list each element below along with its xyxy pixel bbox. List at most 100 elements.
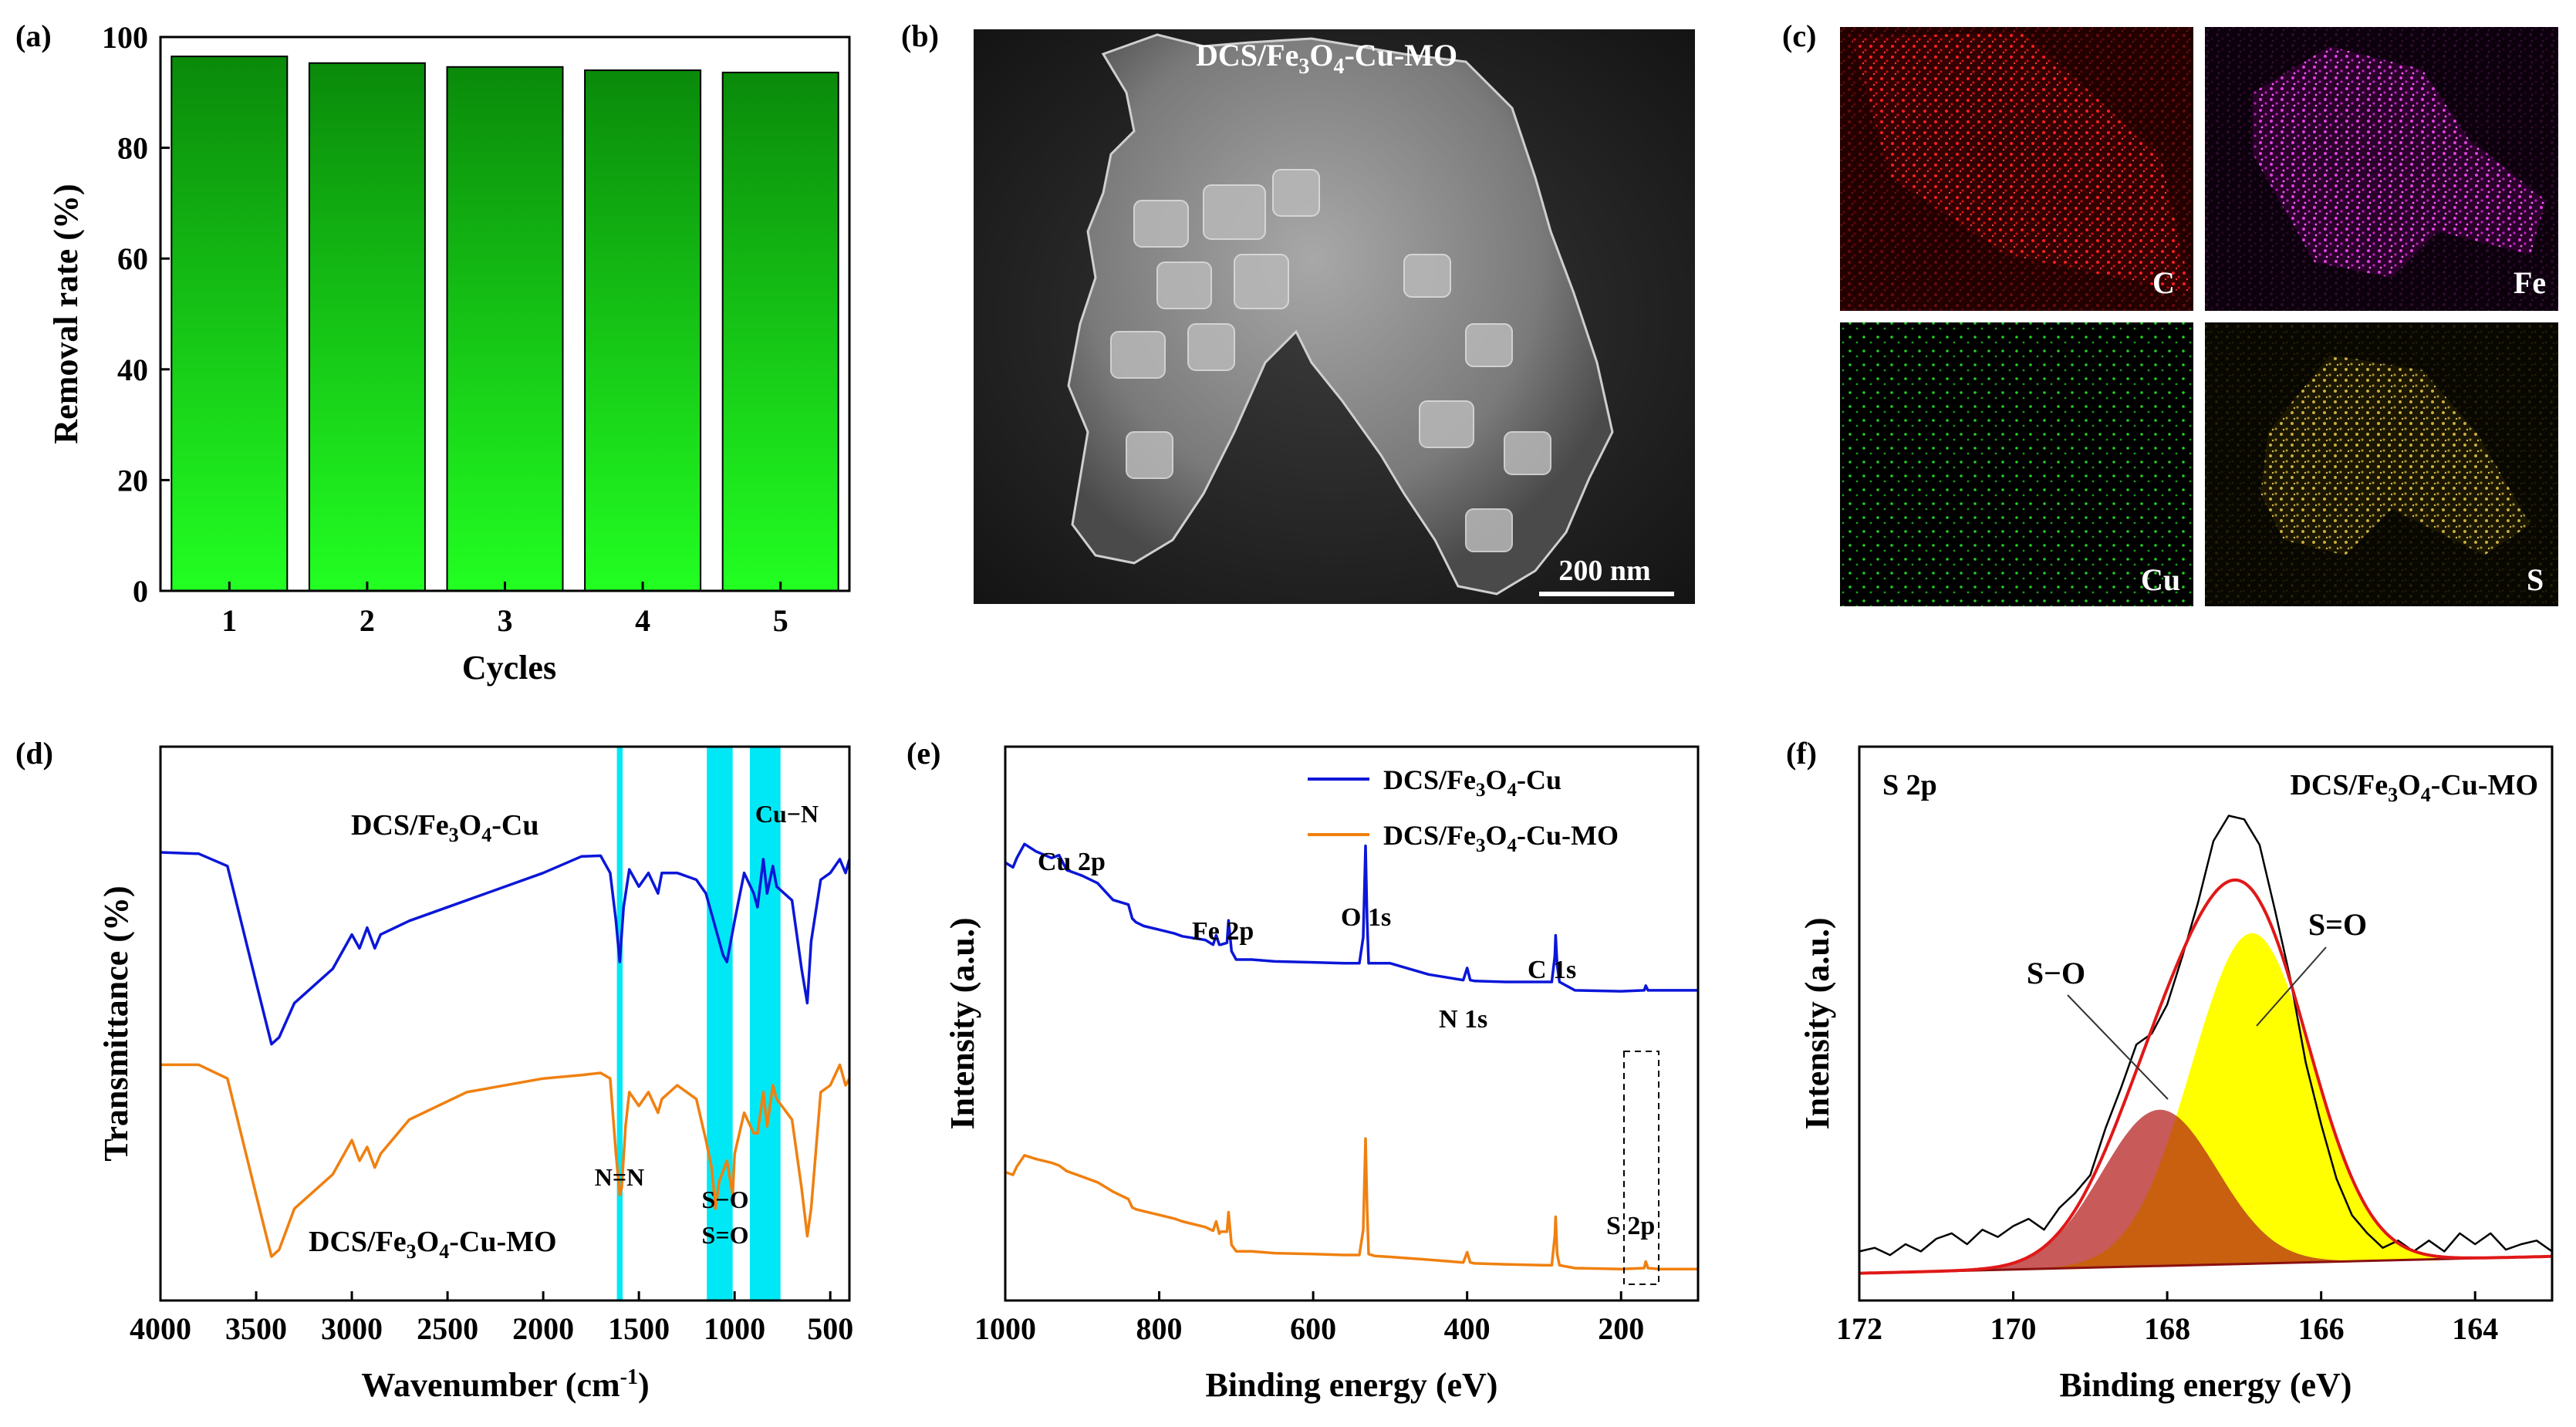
d-xtick-label: 1000	[704, 1311, 765, 1346]
a-bar-3	[446, 66, 564, 592]
f-xtick-label: 168	[2144, 1311, 2190, 1346]
e-annot-s2p: S 2p	[1606, 1212, 1655, 1240]
e-legend-text-cu-mo: DCS/Fe3O4-Cu-MO	[1383, 820, 1619, 856]
e-legend-text-cu: DCS/Fe3O4-Cu	[1383, 764, 1561, 801]
a-xtick-label: 5	[773, 603, 788, 638]
map-tile-s: S	[2205, 322, 2558, 606]
e-axes-frame	[1004, 745, 1700, 1302]
panel-label-f: (f)	[1786, 736, 1817, 771]
f-y-axis-label: Intensity (a.u.)	[1798, 917, 1836, 1129]
f-peak-pointer-so	[2067, 994, 2169, 1100]
sem-scale-text: 200 nm	[1558, 555, 1650, 587]
e-xtick-label: 1000	[974, 1311, 1036, 1346]
e-xtick-label: 200	[1598, 1311, 1644, 1346]
sem-crystallites	[1110, 169, 1551, 552]
f-raw-line	[1859, 815, 2553, 1257]
e-x-ticks: 1000 800 600 400 200	[974, 1291, 1644, 1346]
a-bar-2	[308, 62, 426, 592]
a-xtick-label: 4	[635, 603, 650, 638]
d-series-label-cu: DCS/Fe3O4-Cu	[351, 809, 538, 846]
a-ytick-label: 80	[117, 131, 148, 166]
f-x-axis-label: Binding energy (eV)	[2060, 1366, 2352, 1404]
panel-label-b: (b)	[901, 19, 939, 53]
f-title: S 2p	[1882, 769, 1937, 801]
d-annot-s-dbl-o: S=O	[702, 1221, 749, 1249]
d-xtick-label: 500	[807, 1311, 853, 1346]
a-bar-5	[721, 71, 839, 592]
a-ytick-label: 0	[133, 574, 148, 609]
f-x-ticks: 172 170 168 166 164	[1836, 1291, 2498, 1346]
a-xtick-label: 3	[498, 603, 513, 638]
e-line-cu-mo	[1004, 1137, 1698, 1270]
e-y-axis-label: Intensity (a.u.)	[944, 917, 981, 1129]
sem-particle-cluster	[1067, 33, 1614, 595]
chart-f-s2p: 172 170 168 166 164 S 2p DCS/Fe3O4-Cu-MO S−O…	[1798, 745, 2554, 1404]
panel-label-d: (d)	[15, 736, 53, 771]
a-bars	[170, 56, 839, 592]
map-tile-c: C	[1840, 27, 2193, 311]
e-annot-n1s: N 1s	[1439, 1005, 1487, 1034]
a-xtick-label: 2	[360, 603, 375, 638]
eds-mapping: C Fe Cu S	[1840, 27, 2558, 606]
f-xtick-label: 166	[2298, 1311, 2345, 1346]
f-peak-label-s-dbl-o: S=O	[2308, 907, 2367, 942]
map-tile-cu: Cu	[1840, 322, 2193, 606]
a-ytick-label: 100	[102, 20, 148, 55]
e-series	[1004, 842, 1698, 1270]
f-series	[1859, 815, 2553, 1275]
e-annot-cu2p: Cu 2p	[1038, 848, 1106, 876]
d-xtick-label: 2500	[417, 1311, 478, 1346]
sem-sample-label: DCS/Fe3O4-Cu-MO	[1196, 38, 1457, 79]
e-line-cu	[1004, 842, 1698, 993]
a-y-axis-label: Removal rate (%)	[47, 184, 85, 444]
f-peak-label-so: S−O	[2027, 956, 2085, 990]
d-x-ticks: 4000 3500 3000 2500 2000 1500 1000 500	[130, 1291, 853, 1346]
e-legend: DCS/Fe3O4-Cu DCS/Fe3O4-Cu-MO	[1308, 764, 1619, 856]
d-xtick-label: 4000	[130, 1311, 191, 1346]
e-s2p-box	[1623, 1051, 1659, 1285]
d-annot-so: S−O	[702, 1186, 749, 1213]
panel-label-c: (c)	[1782, 19, 1816, 53]
d-highlight-band	[750, 747, 781, 1300]
map-tile-fe: Fe	[2205, 27, 2558, 311]
e-x-axis-label: Binding energy (eV)	[1206, 1366, 1498, 1404]
d-x-axis-label: Wavenumber (cm-1)	[361, 1365, 649, 1404]
d-axes-frame	[159, 745, 851, 1302]
f-sample-label: DCS/Fe3O4-Cu-MO	[2290, 769, 2538, 806]
a-x-axis-label: Cycles	[462, 649, 556, 687]
d-line-cu	[160, 851, 851, 1046]
d-line-cu-mo	[160, 1063, 851, 1258]
f-peak-area-s-dbl-o	[1859, 933, 2552, 1274]
d-xtick-label: 2000	[512, 1311, 574, 1346]
a-ytick-label: 40	[117, 353, 148, 387]
d-series	[160, 851, 851, 1258]
panel-label-a: (a)	[15, 19, 52, 53]
map-label-fe: Fe	[2514, 265, 2546, 300]
f-xtick-label: 172	[1836, 1311, 1882, 1346]
f-axes-frame	[1858, 745, 2554, 1302]
f-xtick-label: 170	[1990, 1311, 2037, 1346]
d-y-axis-label: Transmittance (%)	[97, 886, 135, 1161]
sem-image: DCS/Fe3O4-Cu-MO 200 nm	[974, 29, 1695, 604]
a-y-ticks: 0 20 40 60 80 100	[102, 20, 170, 609]
f-xtick-label: 164	[2452, 1311, 2498, 1346]
d-highlight-bands	[616, 747, 781, 1300]
e-xtick-label: 400	[1444, 1311, 1491, 1346]
a-x-ticks: 1 2 3 4 5	[221, 582, 788, 638]
e-xtick-label: 600	[1290, 1311, 1336, 1346]
d-highlight-band	[616, 747, 623, 1300]
e-annot-o1s: O 1s	[1341, 903, 1391, 932]
a-bar-1	[170, 56, 289, 592]
a-xtick-label: 1	[221, 603, 237, 638]
d-annot-nn: N=N	[595, 1163, 644, 1191]
e-xtick-label: 800	[1136, 1311, 1183, 1346]
d-xtick-label: 3500	[225, 1311, 287, 1346]
f-peak-overlap	[1859, 1115, 2552, 1274]
panel-label-e: (e)	[906, 736, 940, 771]
d-series-label-cu-mo: DCS/Fe3O4-Cu-MO	[309, 1226, 557, 1263]
chart-e-xps-survey: 1000 800 600 400 200 DCS/Fe3O4-Cu DCS/Fe3O4-…	[944, 745, 1700, 1404]
e-annot-fe2p: Fe 2p	[1192, 917, 1254, 946]
d-highlight-band	[707, 747, 733, 1300]
e-annot-c1s: C 1s	[1528, 956, 1576, 984]
